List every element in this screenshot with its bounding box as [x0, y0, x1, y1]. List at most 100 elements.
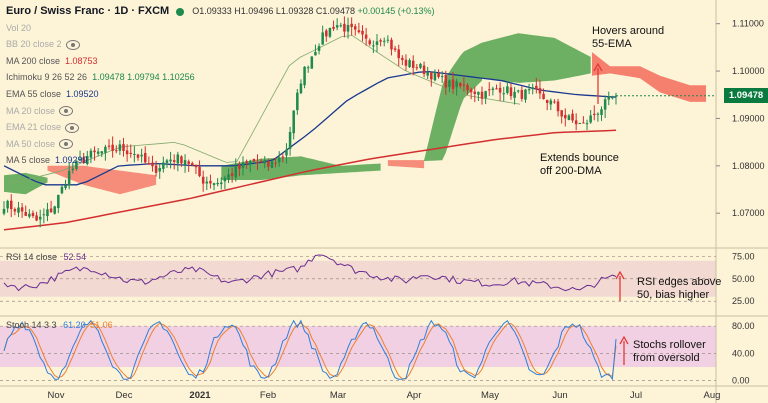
legend-row[interactable]: Ichimoku 9 26 52 26 1.09478 1.09794 1.102… — [6, 69, 435, 86]
candle-body — [611, 97, 614, 99]
annotation-rsi: RSI edges above 50, bias higher — [637, 276, 722, 301]
hidden-eye-icon[interactable] — [65, 39, 80, 50]
candle-body — [180, 156, 183, 164]
rsi-tick-label: 25.00 — [732, 296, 755, 306]
candle-body — [223, 177, 227, 182]
candle-body — [143, 152, 147, 163]
candle-body — [256, 162, 259, 164]
hidden-eye-icon[interactable] — [59, 106, 74, 117]
ema-arrow-head — [593, 62, 603, 72]
moving-averages — [3, 35, 617, 231]
candle-body — [361, 30, 364, 35]
candle-body — [466, 85, 469, 91]
time-tick-label: Jul — [630, 390, 642, 401]
legend-label: EMA 55 close — [6, 88, 62, 99]
candle-body — [194, 164, 198, 168]
hidden-eye-icon[interactable] — [65, 122, 80, 133]
candle-body — [401, 57, 404, 61]
legend-label: MA 200 close — [6, 55, 61, 66]
symbol-title[interactable]: Euro / Swiss Franc · 1D · FXCM — [6, 5, 170, 17]
oscillators — [0, 254, 716, 381]
candle-body — [553, 101, 556, 103]
candle-body — [53, 206, 56, 214]
ma200-line — [3, 129, 617, 231]
candle-body — [513, 91, 516, 98]
candle-body — [115, 150, 118, 152]
hidden-eye-icon[interactable] — [59, 139, 74, 150]
candle-body — [220, 182, 223, 185]
candle-body — [238, 164, 241, 169]
candle-body — [42, 214, 46, 216]
candle-body — [582, 122, 585, 124]
candle-body — [274, 162, 277, 164]
candle-body — [212, 183, 216, 185]
candle-body — [390, 39, 393, 50]
candle-body — [107, 145, 111, 147]
candle-body — [350, 23, 353, 27]
legend-row[interactable]: BB 20 close 2 — [6, 36, 435, 53]
candle-body — [310, 56, 314, 69]
stoch-legend: Stoch 14 3 3 61.20 51.06 — [6, 320, 113, 330]
axes: 1.11000 1.10000 1.09000 1.08000 1.07000 Nov De… — [48, 19, 765, 401]
candle-body — [227, 174, 230, 180]
candle-body — [502, 93, 505, 95]
rsi-legend-value: 52.54 — [63, 252, 87, 262]
candle-body — [480, 91, 484, 99]
candle-body — [372, 45, 375, 47]
candle-body — [408, 60, 411, 68]
candle-body — [187, 161, 190, 164]
time-tick-label: May — [481, 390, 499, 401]
rsi-legend: RSI 14 close 52.54 — [6, 252, 86, 262]
candle-body — [96, 151, 100, 154]
legend-label: EMA 21 close — [6, 122, 62, 133]
legend-row[interactable]: MA 200 close 1.08753 — [6, 53, 435, 70]
candle-body — [17, 207, 20, 213]
price-tick-label: 1.08000 — [732, 161, 765, 171]
candle-body — [462, 84, 466, 86]
legend-row[interactable]: EMA 55 close 1.09520 — [6, 86, 435, 103]
legend-row[interactable]: MA 20 close — [6, 103, 435, 120]
legend-row[interactable]: EMA 21 close — [6, 119, 435, 136]
stoch-legend-label[interactable]: Stoch 14 3 3 — [6, 320, 57, 330]
candle-body — [477, 91, 480, 95]
price-tick-label: 1.10000 — [732, 66, 765, 76]
candle-body — [176, 154, 180, 164]
time-tick-label: Jun — [552, 390, 567, 401]
candle-body — [133, 153, 136, 155]
candle-body — [2, 208, 6, 214]
legend-row[interactable]: MA 50 close — [6, 136, 435, 153]
candle-body — [444, 74, 448, 88]
candle-body — [140, 154, 143, 157]
last-price-tag: 1.09478 — [724, 88, 768, 104]
candle-body — [241, 162, 245, 168]
candle-body — [198, 166, 201, 177]
candle-body — [542, 93, 545, 100]
candle-body — [332, 26, 335, 29]
candle-body — [71, 168, 75, 171]
candle-body — [64, 185, 67, 188]
price-tick-label: 1.11000 — [732, 19, 764, 29]
market-status-icon — [175, 7, 184, 16]
candle-body — [535, 85, 538, 90]
candle-body — [531, 87, 534, 90]
candle-body — [183, 160, 187, 166]
legend-row[interactable]: MA 5 close 1.09299 — [6, 152, 435, 169]
candle-body — [560, 110, 563, 117]
candle-body — [317, 46, 321, 51]
candle-body — [545, 99, 549, 103]
candle-body — [201, 176, 205, 184]
candle-body — [411, 60, 415, 68]
candle-body — [498, 87, 502, 93]
cloud-segment-bull — [4, 172, 48, 195]
candle-body — [169, 159, 172, 162]
candle-body — [451, 79, 455, 89]
rsi-legend-label[interactable]: RSI 14 close — [6, 252, 58, 262]
candle-body — [382, 40, 386, 42]
candle-body — [151, 162, 154, 167]
candle-body — [596, 113, 600, 115]
candle-body — [538, 88, 542, 94]
rsi-tick-label: 50.00 — [732, 274, 755, 284]
legend-row[interactable]: Vol 20 — [6, 20, 435, 37]
candle-body — [13, 209, 17, 212]
